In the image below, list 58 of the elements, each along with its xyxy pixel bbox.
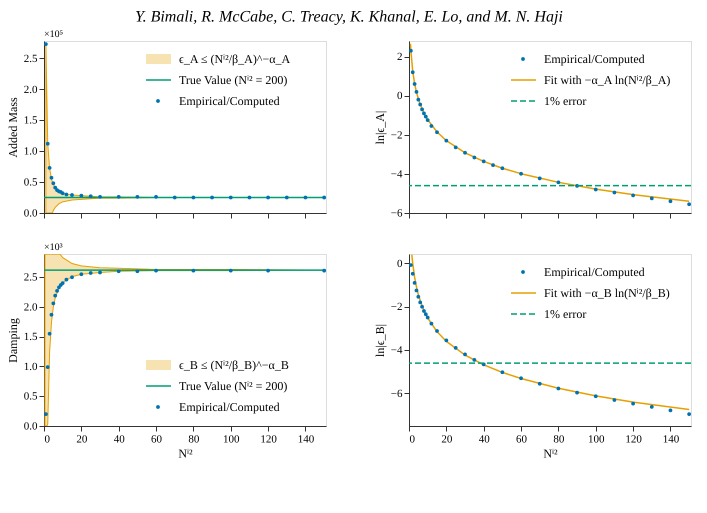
x-tick-label: 20 xyxy=(76,434,88,446)
y-axis-title: Added Mass xyxy=(6,97,20,158)
chart-title: Y. Bimali, R. McCabe, C. Treacy, K. Khanal, E. Lo, and M. N. Haji xyxy=(135,8,563,26)
legend-label: Empirical/Computed xyxy=(544,52,645,66)
x-tick-label: 60 xyxy=(151,434,163,446)
legend-label: Fit with −α_A ln(Nⁱ²/β_A) xyxy=(544,73,670,87)
x-tick-label: 80 xyxy=(188,434,200,446)
x-tick-label: 80 xyxy=(553,434,565,446)
x-tick-label: 0 xyxy=(44,434,50,446)
x-tick-label: 40 xyxy=(114,434,126,446)
legend-label: True Value (Nⁱ² = 200) xyxy=(179,379,288,393)
y-tick-label: −4 xyxy=(390,168,403,180)
y-tick-label: 0.0 xyxy=(24,208,38,220)
y-tick-label: −4 xyxy=(390,344,403,357)
y-tick-label: 0 xyxy=(397,90,403,102)
y-tick-label: 0.5 xyxy=(24,390,38,403)
x-axis-title: Nⁱ² xyxy=(178,446,194,460)
legend-label: Fit with −α_B ln(Nⁱ²/β_B) xyxy=(544,286,670,300)
text: ×10³ xyxy=(44,242,63,253)
legend-label: Empirical/Computed xyxy=(544,265,645,279)
x-tick-label: 20 xyxy=(441,434,453,446)
y-tick-label: 2 xyxy=(397,51,402,64)
x-tick-label: 60 xyxy=(516,434,528,446)
x-tick-label: 40 xyxy=(478,434,490,446)
y-tick-label: −6 xyxy=(390,208,403,220)
y-tick-label: 0.5 xyxy=(24,176,38,189)
y-tick-label: 2.5 xyxy=(24,52,38,65)
legend-label: Empirical/Computed xyxy=(179,400,280,414)
y-axis-title: ln|ϵ_A| xyxy=(372,110,387,144)
y-tick-label: 1.0 xyxy=(24,146,38,158)
y-tick-label: 1.5 xyxy=(24,331,38,344)
legend-label: ϵ_B ≤ (Nⁱ²/β_B)^−α_B xyxy=(179,358,289,372)
y-tick-label: −2 xyxy=(390,301,402,314)
y-tick-label: −2 xyxy=(390,129,402,142)
y-tick-label: 2.0 xyxy=(24,84,38,96)
x-axis-title: Nⁱ² xyxy=(543,446,558,460)
legend-label: Empirical/Computed xyxy=(179,94,280,108)
x-tick-label: 140 xyxy=(662,434,680,446)
y-tick-label: 1.5 xyxy=(24,114,38,127)
x-tick-label: 100 xyxy=(588,434,606,446)
y-tick-label: 2.0 xyxy=(24,301,38,314)
y-axis-title: Damping xyxy=(6,318,20,363)
x-tick-label: 0 xyxy=(410,434,416,446)
y-tick-label: 0.0 xyxy=(24,420,38,432)
x-tick-label: 120 xyxy=(260,434,278,446)
legend-label: ϵ_A ≤ (Nⁱ²/β_A)^−α_A xyxy=(179,52,290,66)
legend-label: 1% error xyxy=(544,307,586,321)
y-axis-title: ln|ϵ_B| xyxy=(372,324,387,357)
x-tick-label: 140 xyxy=(298,434,315,446)
y-tick-label: −6 xyxy=(390,388,403,400)
y-tick-label: 1.0 xyxy=(24,360,38,373)
legend-label: 1% error xyxy=(544,94,586,108)
x-tick-label: 120 xyxy=(625,434,642,446)
legend-label: True Value (Nⁱ² = 200) xyxy=(179,73,288,87)
text: ×10⁵ xyxy=(44,29,64,40)
y-tick-label: 0 xyxy=(397,258,403,270)
y-tick-label: 2.5 xyxy=(24,272,38,284)
x-tick-label: 100 xyxy=(223,434,240,446)
